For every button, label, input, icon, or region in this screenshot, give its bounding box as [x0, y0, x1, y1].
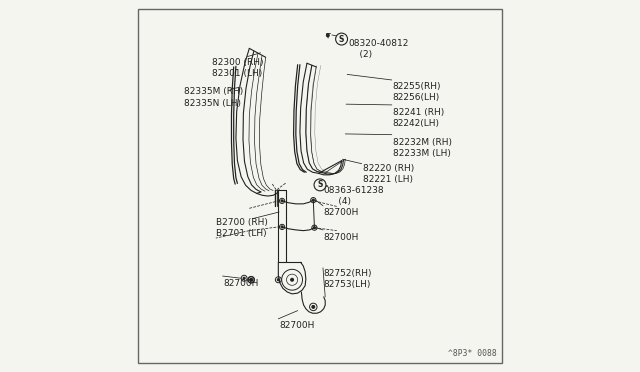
- Text: ^8P3* 0088: ^8P3* 0088: [448, 349, 497, 358]
- Text: 82700H: 82700H: [223, 279, 259, 288]
- Circle shape: [243, 277, 245, 279]
- Circle shape: [291, 278, 294, 281]
- Text: 82255(RH)
82256(LH): 82255(RH) 82256(LH): [392, 82, 441, 102]
- Text: 82241 (RH)
82242(LH): 82241 (RH) 82242(LH): [392, 108, 444, 128]
- Text: B2700 (RH)
B2701 (LH): B2700 (RH) B2701 (LH): [216, 218, 268, 238]
- Circle shape: [277, 279, 280, 281]
- Circle shape: [335, 33, 348, 45]
- Circle shape: [314, 227, 316, 229]
- Text: 82220 (RH)
82221 (LH): 82220 (RH) 82221 (LH): [363, 164, 414, 184]
- Text: S: S: [339, 35, 344, 44]
- Text: 82700H: 82700H: [324, 232, 359, 241]
- Circle shape: [250, 279, 252, 281]
- Text: 08320-40812
    (2): 08320-40812 (2): [348, 39, 408, 59]
- Text: 82700H: 82700H: [279, 321, 314, 330]
- Circle shape: [281, 200, 283, 202]
- Circle shape: [314, 179, 326, 191]
- Text: 82300 (RH)
82301 (LH): 82300 (RH) 82301 (LH): [212, 58, 264, 78]
- Text: 08363-61238
     (4): 08363-61238 (4): [324, 186, 385, 206]
- Circle shape: [326, 34, 330, 37]
- Circle shape: [250, 278, 253, 281]
- Circle shape: [312, 305, 315, 308]
- Circle shape: [312, 199, 314, 201]
- Text: 82700H: 82700H: [324, 208, 359, 217]
- Text: S: S: [317, 180, 323, 189]
- Text: 82232M (RH)
82233M (LH): 82232M (RH) 82233M (LH): [392, 138, 452, 158]
- Text: 82335M (RH)
82335N (LH): 82335M (RH) 82335N (LH): [184, 87, 243, 108]
- Circle shape: [281, 226, 283, 228]
- Text: 82752(RH)
82753(LH): 82752(RH) 82753(LH): [324, 269, 372, 289]
